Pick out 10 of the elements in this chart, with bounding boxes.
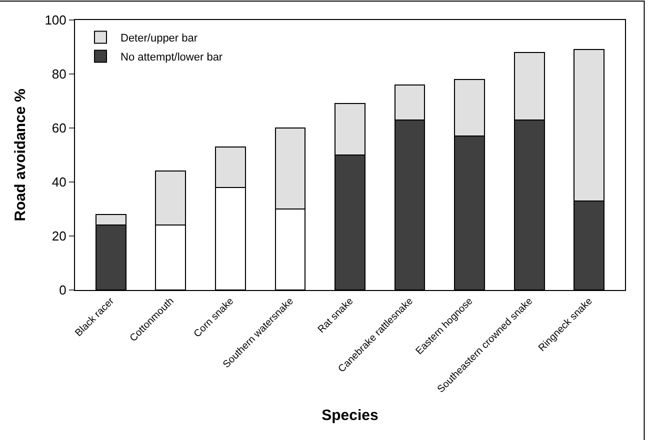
legend-label: Deter/upper bar — [120, 32, 198, 44]
y-tick-label: 20 — [52, 228, 66, 244]
y-tick-label: 100 — [44, 12, 66, 28]
legend-label: No attempt/lower bar — [120, 51, 223, 64]
y-tick-label: 60 — [52, 120, 66, 136]
y-tick-label: 0 — [59, 282, 66, 298]
y-tick-label: 80 — [52, 66, 66, 82]
x-axis-title: Species — [322, 407, 378, 424]
y-tick-label: 40 — [52, 174, 66, 190]
y-axis-title: Road avoidance % — [12, 88, 29, 222]
